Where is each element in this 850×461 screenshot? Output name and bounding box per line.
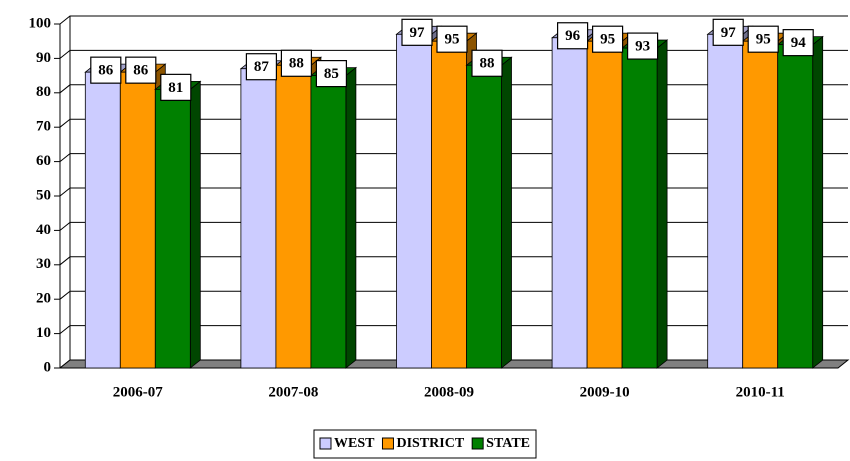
value-label-box [556, 22, 589, 50]
bar-front [551, 37, 588, 369]
x-tick-label: 2008-09 [424, 384, 474, 400]
value-label: 96 [565, 28, 581, 44]
value-label-box [401, 18, 433, 46]
value-label: 86 [133, 63, 149, 79]
value-label-box [782, 29, 814, 57]
y-tick-label: 20 [36, 291, 51, 307]
value-label: 88 [289, 56, 304, 72]
bar-front [466, 64, 502, 369]
y-tick-label: 50 [36, 187, 51, 203]
bar-front [84, 71, 121, 369]
bar-side [189, 80, 201, 369]
value-label: 81 [168, 80, 183, 96]
bar-front [742, 40, 779, 369]
legend-swatch [381, 437, 394, 450]
bar-front [396, 33, 432, 369]
value-label-box [315, 59, 347, 88]
value-label: 97 [410, 25, 426, 41]
bar-side [345, 66, 357, 369]
bar-side [656, 39, 668, 369]
bar-side [501, 56, 512, 369]
legend: WEST DISTRICT STATE [313, 429, 537, 459]
value-label: 95 [600, 32, 615, 48]
legend-box [313, 429, 537, 459]
value-label-box [626, 32, 659, 60]
bar-front [586, 40, 623, 369]
grid-line [59, 15, 848, 25]
bar-front [777, 44, 814, 369]
legend-label: DISTRICT [396, 436, 464, 451]
bar-front [621, 47, 658, 369]
value-label: 93 [635, 39, 650, 55]
x-tick-label: 2009-10 [580, 384, 630, 400]
y-tick-label: 80 [36, 84, 51, 100]
y-tick-label: 90 [36, 50, 51, 66]
value-label-box [160, 73, 192, 101]
value-label-box [245, 53, 277, 81]
y-tick-label: 70 [36, 119, 51, 135]
value-label-box [591, 25, 624, 53]
legend-label: WEST [334, 436, 375, 451]
value-label: 88 [480, 56, 495, 72]
bar-front [240, 68, 277, 369]
y-tick-label: 100 [29, 15, 52, 31]
value-label-box [125, 56, 157, 84]
value-label-box [90, 56, 122, 84]
value-label-box [436, 25, 468, 53]
bar-front [119, 71, 156, 369]
x-tick-label: 2006-07 [113, 384, 163, 400]
x-tick-label: 2007-08 [268, 384, 318, 400]
value-label-box [280, 49, 312, 77]
bar-front [154, 88, 191, 369]
y-tick-label: 60 [36, 153, 51, 169]
value-label: 95 [445, 32, 460, 48]
y-tick-label: 10 [36, 325, 51, 341]
bar-front [707, 33, 744, 369]
bar [309, 66, 358, 369]
bar [154, 80, 202, 369]
legend-label: STATE [486, 436, 530, 451]
value-label-box [712, 18, 744, 46]
value-label: 87 [254, 59, 270, 75]
bar [465, 56, 513, 369]
value-label: 97 [721, 25, 737, 41]
bar-front [310, 75, 347, 369]
y-tick-label: 0 [44, 359, 52, 375]
value-label: 94 [791, 35, 807, 51]
value-label: 85 [324, 66, 339, 82]
value-label-box [471, 49, 503, 77]
legend-swatch [471, 437, 484, 450]
bar-front [275, 64, 312, 369]
value-label-box [747, 25, 779, 53]
value-label: 95 [756, 32, 771, 48]
legend-swatch [319, 437, 332, 450]
bar-side [812, 35, 824, 369]
bar [620, 39, 669, 369]
y-tick-label: 40 [36, 222, 51, 238]
y-tick-label: 30 [36, 256, 51, 272]
bar [776, 35, 824, 369]
value-label: 86 [98, 63, 114, 79]
x-tick-label: 2010-11 [736, 384, 785, 400]
bar-front [431, 40, 467, 369]
